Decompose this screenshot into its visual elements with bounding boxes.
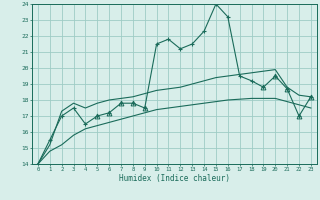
X-axis label: Humidex (Indice chaleur): Humidex (Indice chaleur): [119, 174, 230, 183]
